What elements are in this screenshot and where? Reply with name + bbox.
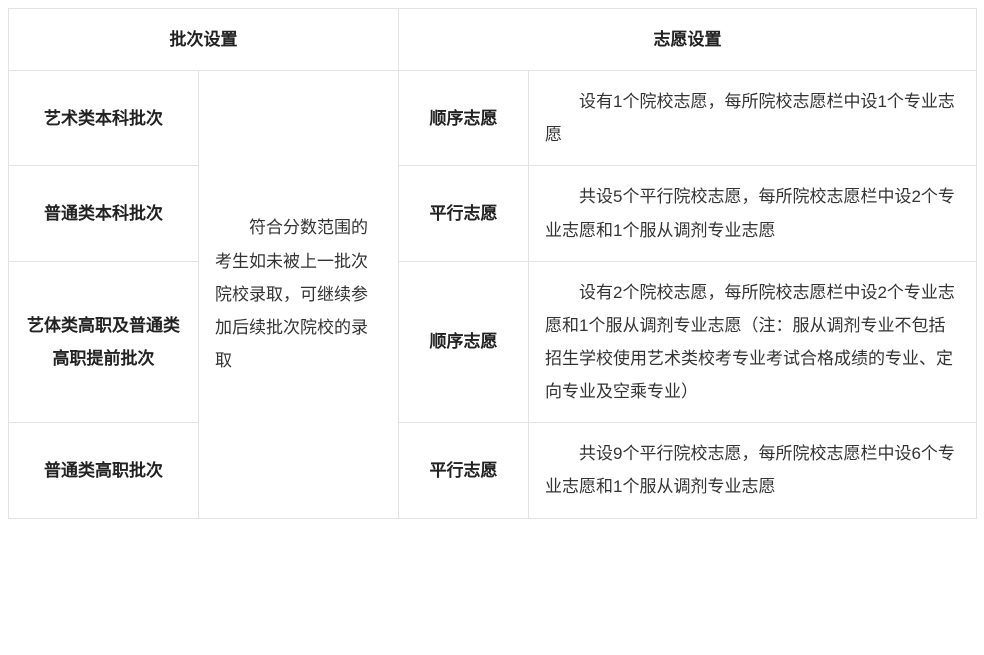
type-cell: 顺序志愿 <box>399 71 529 166</box>
table-row: 普通类高职批次 平行志愿 共设9个平行院校志愿，每所院校志愿栏中设6个专业志愿和… <box>9 423 977 518</box>
type-cell: 顺序志愿 <box>399 261 529 423</box>
note-cell: 符合分数范围的考生如未被上一批次院校录取，可继续参加后续批次院校的录取 <box>199 71 399 518</box>
type-cell: 平行志愿 <box>399 166 529 261</box>
table-row: 艺术类本科批次 符合分数范围的考生如未被上一批次院校录取，可继续参加后续批次院校… <box>9 71 977 166</box>
batch-cell: 艺术类本科批次 <box>9 71 199 166</box>
table-row: 艺体类高职及普通类高职提前批次 顺序志愿 设有2个院校志愿，每所院校志愿栏中设2… <box>9 261 977 423</box>
header-row: 批次设置 志愿设置 <box>9 9 977 71</box>
desc-cell: 设有1个院校志愿，每所院校志愿栏中设1个专业志愿 <box>529 71 977 166</box>
desc-cell: 设有2个院校志愿，每所院校志愿栏中设2个专业志愿和1个服从调剂专业志愿（注：服从… <box>529 261 977 423</box>
desc-cell: 共设9个平行院校志愿，每所院校志愿栏中设6个专业志愿和1个服从调剂专业志愿 <box>529 423 977 518</box>
table-row: 普通类本科批次 平行志愿 共设5个平行院校志愿，每所院校志愿栏中设2个专业志愿和… <box>9 166 977 261</box>
desc-cell: 共设5个平行院校志愿，每所院校志愿栏中设2个专业志愿和1个服从调剂专业志愿 <box>529 166 977 261</box>
admission-table: 批次设置 志愿设置 艺术类本科批次 符合分数范围的考生如未被上一批次院校录取，可… <box>8 8 977 519</box>
header-wish: 志愿设置 <box>399 9 977 71</box>
batch-cell: 普通类本科批次 <box>9 166 199 261</box>
header-batch: 批次设置 <box>9 9 399 71</box>
type-cell: 平行志愿 <box>399 423 529 518</box>
batch-cell: 普通类高职批次 <box>9 423 199 518</box>
batch-cell: 艺体类高职及普通类高职提前批次 <box>9 261 199 423</box>
